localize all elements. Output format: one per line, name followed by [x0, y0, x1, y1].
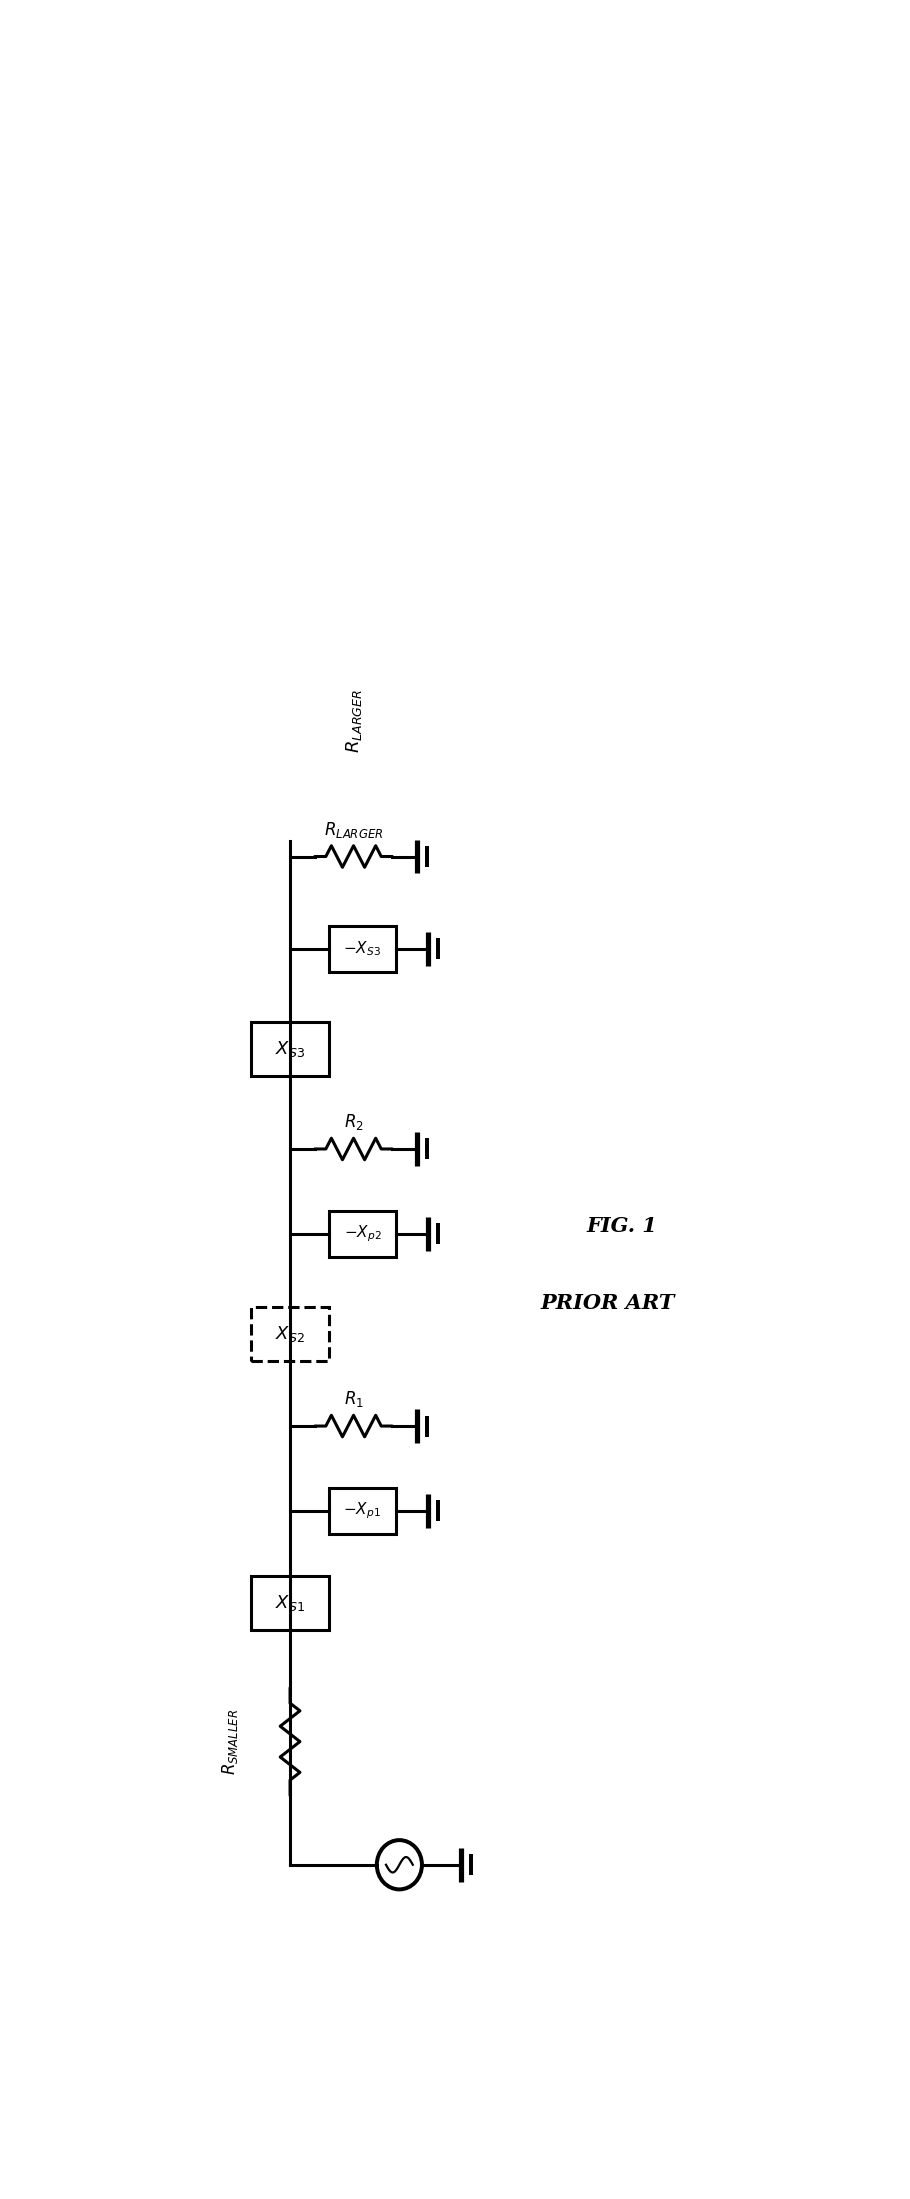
- Text: PRIOR ART: PRIOR ART: [541, 1293, 674, 1313]
- Text: $-X_{p2}$: $-X_{p2}$: [343, 1223, 381, 1245]
- FancyBboxPatch shape: [329, 926, 396, 972]
- Text: $R_{SMALLER}$: $R_{SMALLER}$: [220, 1709, 240, 1775]
- Text: $-X_{S3}$: $-X_{S3}$: [343, 939, 381, 959]
- Text: $X_{S3}$: $X_{S3}$: [275, 1038, 305, 1060]
- FancyBboxPatch shape: [251, 1577, 329, 1629]
- FancyBboxPatch shape: [251, 1023, 329, 1075]
- Text: FIG. 1: FIG. 1: [586, 1216, 657, 1236]
- Text: $R_{LARGER}$: $R_{LARGER}$: [324, 820, 383, 840]
- Text: $R_1$: $R_1$: [344, 1390, 363, 1410]
- Text: $-X_{p1}$: $-X_{p1}$: [343, 1500, 381, 1522]
- FancyBboxPatch shape: [329, 1209, 396, 1256]
- Text: $R_{LARGER}$: $R_{LARGER}$: [344, 688, 363, 752]
- Text: $X_{S2}$: $X_{S2}$: [275, 1324, 305, 1344]
- FancyBboxPatch shape: [251, 1306, 329, 1361]
- FancyBboxPatch shape: [329, 1487, 396, 1535]
- Text: $X_{S1}$: $X_{S1}$: [275, 1592, 305, 1614]
- Text: $R_2$: $R_2$: [344, 1113, 363, 1132]
